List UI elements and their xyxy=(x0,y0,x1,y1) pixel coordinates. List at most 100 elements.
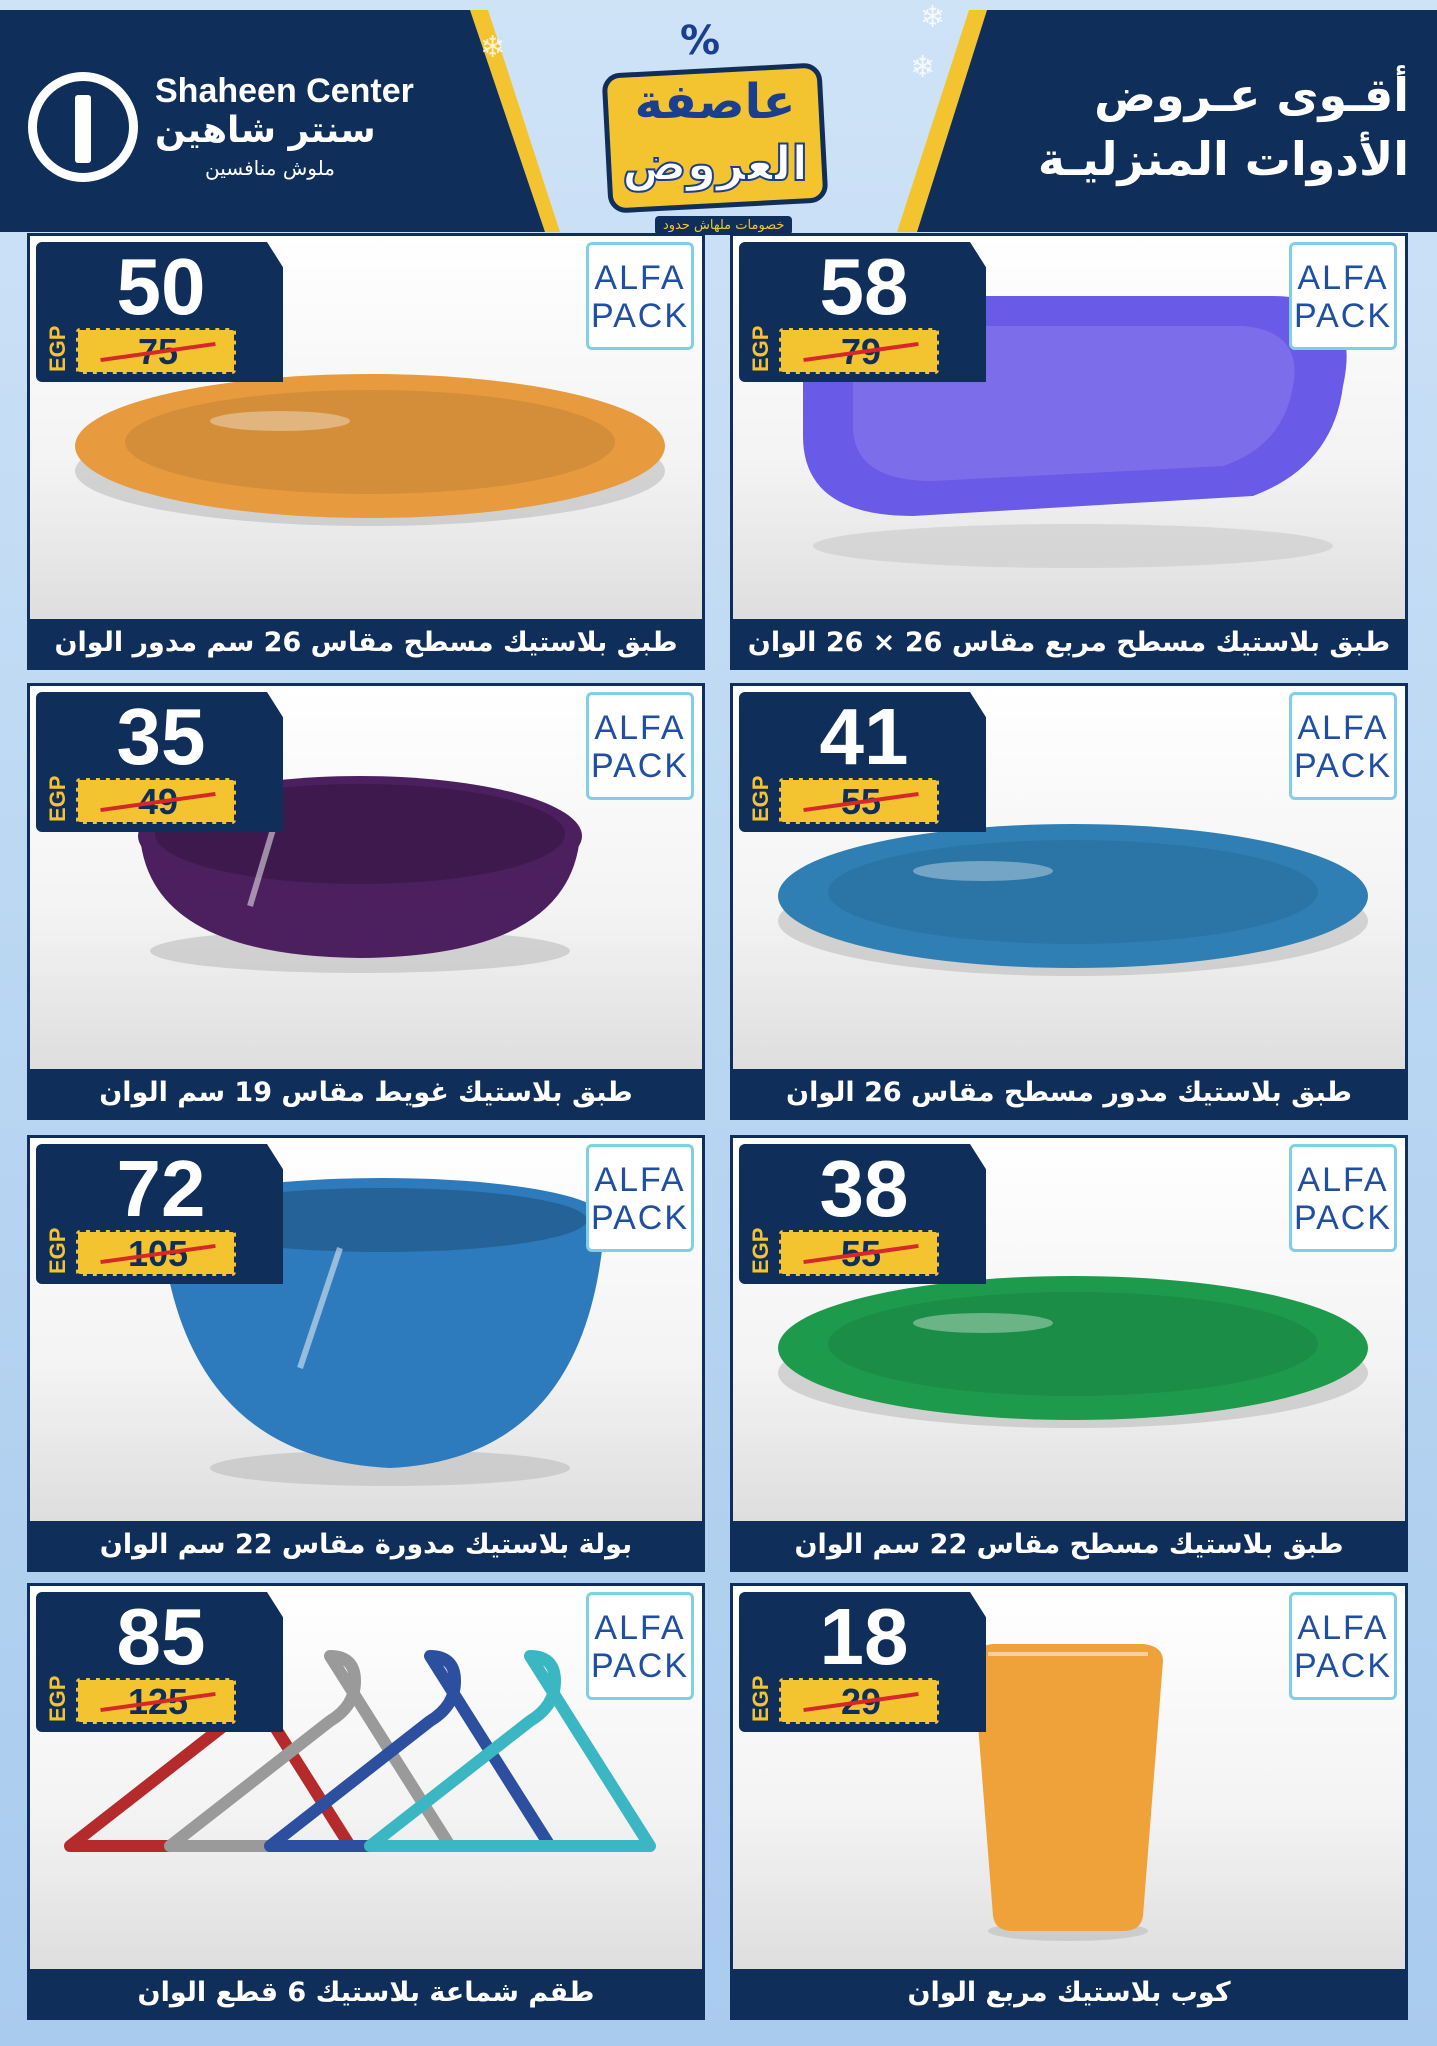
price-tag: EGP 41 55 xyxy=(739,692,986,832)
product-name: طبق بلاستيك غويط مقاس 19 سم الوان xyxy=(30,1069,702,1117)
currency-label: EGP xyxy=(748,1675,773,1722)
alfa-pack-logo: ALFA PACK xyxy=(1289,1144,1397,1252)
product-card[interactable]: EGP 85 125 ALFA PACK طقم شماعة بلاستيك 6… xyxy=(27,1583,705,2020)
percent-icon: % xyxy=(680,18,721,64)
current-price: 41 xyxy=(819,692,909,781)
alfa-pack-logo: ALFA PACK xyxy=(1289,692,1397,800)
brand-logo-line1: ALFA xyxy=(594,709,686,747)
product-name: كوب بلاستيك مربع الوان xyxy=(733,1969,1405,2017)
promo-subtitle: خصومات ملهاش حدود xyxy=(655,216,793,235)
product-card[interactable]: EGP 18 29 ALFA PACK كوب بلاستيك مربع الو… xyxy=(730,1583,1408,2020)
product-card[interactable]: EGP 72 105 ALFA PACK بولة بلاستيك مدورة … xyxy=(27,1135,705,1572)
old-price-box: 55 xyxy=(779,778,939,824)
product-card[interactable]: EGP 50 75 ALFA PACK طبق بلاستيك مسطح مقا… xyxy=(27,233,705,670)
snowflake-icon: ❄ xyxy=(910,50,936,85)
product-image xyxy=(778,1276,1368,1428)
promo-badge: % عاصفة العروض خصومات ملهاش حدود xyxy=(560,18,870,235)
price-tag: EGP 38 55 xyxy=(739,1144,986,1284)
current-price: 72 xyxy=(116,1144,206,1233)
old-price-box: 29 xyxy=(779,1678,939,1724)
brand-logo-line2: PACK xyxy=(1293,1647,1393,1685)
brand-logo-line2: PACK xyxy=(590,1647,690,1685)
brand-logo-line2: PACK xyxy=(590,747,690,785)
currency-label: EGP xyxy=(748,1227,773,1274)
promo-title-line1: عاصفة xyxy=(634,74,796,130)
alfa-pack-logo: ALFA PACK xyxy=(1289,242,1397,350)
product-image xyxy=(973,1644,1163,1941)
old-price-box: 105 xyxy=(76,1230,236,1276)
price-tag: EGP 35 49 xyxy=(36,692,283,832)
snowflake-icon: ❄ xyxy=(920,0,946,35)
price-tag-tab xyxy=(946,692,986,832)
product-card[interactable]: EGP 58 79 ALFA PACK طبق بلاستيك مسطح مرب… xyxy=(730,233,1408,670)
old-price-box: 79 xyxy=(779,328,939,374)
product-name: طبق بلاستيك مسطح مربع مقاس 26 × 26 الوان xyxy=(733,619,1405,667)
brand-logo-line2: PACK xyxy=(1293,747,1393,785)
currency-label: EGP xyxy=(45,325,70,372)
currency-label: EGP xyxy=(45,775,70,822)
currency-label: EGP xyxy=(45,1227,70,1274)
current-price: 38 xyxy=(819,1144,909,1233)
price-tag-tab xyxy=(243,692,283,832)
brand-tagline: ملوش منافسين xyxy=(205,156,335,180)
old-price-box: 75 xyxy=(76,328,236,374)
brand-logo-line2: PACK xyxy=(590,297,690,335)
current-price: 50 xyxy=(116,242,206,331)
brand-logo-line1: ALFA xyxy=(1297,259,1389,297)
alfa-pack-logo: ALFA PACK xyxy=(586,1144,694,1252)
product-image xyxy=(75,374,665,526)
promo-title-line2: العروض xyxy=(621,135,809,193)
brand-logo-line1: ALFA xyxy=(1297,709,1389,747)
price-tag-tab xyxy=(946,1592,986,1732)
brand-logo-line1: ALFA xyxy=(594,1161,686,1199)
current-price: 18 xyxy=(819,1592,909,1681)
price-tag-tab xyxy=(243,242,283,382)
price-tag: EGP 18 29 xyxy=(739,1592,986,1732)
price-tag-tab xyxy=(243,1144,283,1284)
product-card[interactable]: EGP 38 55 ALFA PACK طبق بلاستيك مسطح مقا… xyxy=(730,1135,1408,1572)
header-title-line2: الأدوات المنزليـة xyxy=(1037,132,1409,186)
product-card[interactable]: EGP 41 55 ALFA PACK طبق بلاستيك مدور مسط… xyxy=(730,683,1408,1120)
alfa-pack-logo: ALFA PACK xyxy=(586,692,694,800)
product-name: طبق بلاستيك مسطح مقاس 26 سم مدور الوان xyxy=(30,619,702,667)
brand-name-arabic: سنتر شاهين xyxy=(155,110,376,151)
product-image xyxy=(778,824,1368,976)
product-name: طبق بلاستيك مسطح مقاس 22 سم الوان xyxy=(733,1521,1405,1569)
shaheen-logo-icon xyxy=(28,72,138,182)
header-title-line1: أقـوى عـروض xyxy=(1094,68,1409,122)
price-tag-tab xyxy=(243,1592,283,1732)
price-tag: EGP 50 75 xyxy=(36,242,283,382)
alfa-pack-logo: ALFA PACK xyxy=(1289,1592,1397,1700)
brand-logo-line1: ALFA xyxy=(1297,1609,1389,1647)
product-card[interactable]: EGP 35 49 ALFA PACK طبق بلاستيك غويط مقا… xyxy=(27,683,705,1120)
alfa-pack-logo: ALFA PACK xyxy=(586,1592,694,1700)
price-tag: EGP 58 79 xyxy=(739,242,986,382)
price-tag-tab xyxy=(946,242,986,382)
product-name: طبق بلاستيك مدور مسطح مقاس 26 الوان xyxy=(733,1069,1405,1117)
old-price-box: 49 xyxy=(76,778,236,824)
brand-logo-line2: PACK xyxy=(1293,297,1393,335)
brand-logo-line1: ALFA xyxy=(594,1609,686,1647)
old-price-box: 125 xyxy=(76,1678,236,1724)
product-name: طقم شماعة بلاستيك 6 قطع الوان xyxy=(30,1969,702,2017)
brand-name-english: Shaheen Center xyxy=(155,72,414,110)
currency-label: EGP xyxy=(748,775,773,822)
product-name: بولة بلاستيك مدورة مقاس 22 سم الوان xyxy=(30,1521,702,1569)
price-tag: EGP 72 105 xyxy=(36,1144,283,1284)
alfa-pack-logo: ALFA PACK xyxy=(586,242,694,350)
brand-logo-line1: ALFA xyxy=(1297,1161,1389,1199)
old-price-box: 55 xyxy=(779,1230,939,1276)
current-price: 35 xyxy=(116,692,206,781)
current-price: 85 xyxy=(116,1592,206,1681)
current-price: 58 xyxy=(819,242,909,331)
currency-label: EGP xyxy=(45,1675,70,1722)
brand-logo-line1: ALFA xyxy=(594,259,686,297)
currency-label: EGP xyxy=(748,325,773,372)
price-tag: EGP 85 125 xyxy=(36,1592,283,1732)
header-right-panel xyxy=(917,10,1437,232)
snowflake-icon: ❄ xyxy=(480,30,506,65)
price-tag-tab xyxy=(946,1144,986,1284)
page-header: Shaheen Center سنتر شاهين ملوش منافسين ❄… xyxy=(0,0,1437,235)
brand-logo-line2: PACK xyxy=(1293,1199,1393,1237)
brand-logo-line2: PACK xyxy=(590,1199,690,1237)
